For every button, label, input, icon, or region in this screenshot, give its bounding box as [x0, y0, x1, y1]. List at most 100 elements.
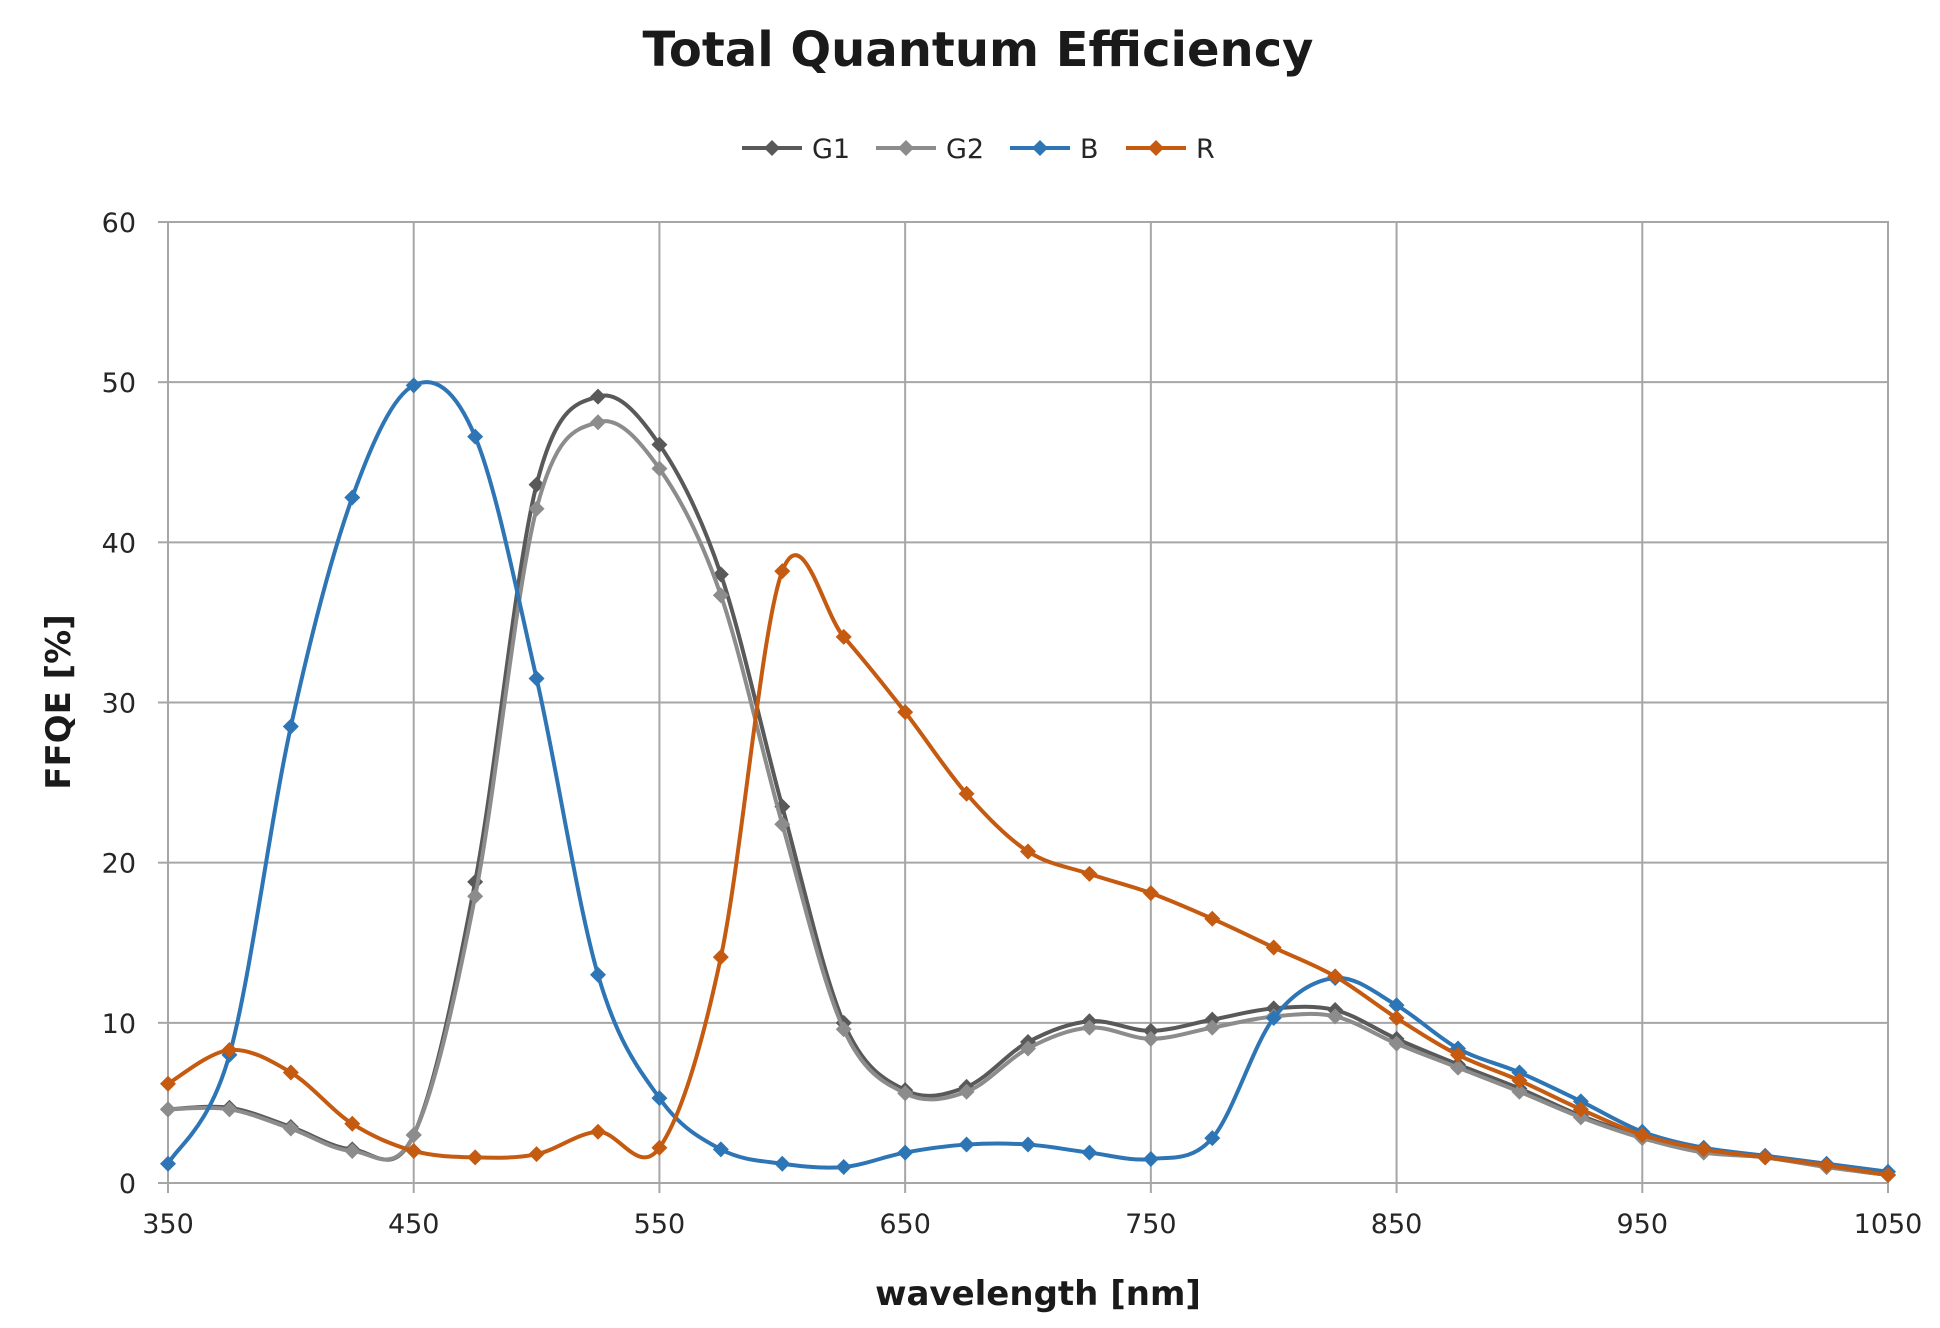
point-R-725 — [1081, 865, 1098, 882]
series-line-R — [166, 553, 1889, 1177]
point-G2-375 — [221, 1101, 238, 1118]
x-tick-label-450: 450 — [388, 1209, 440, 1240]
point-G2-700 — [1020, 1040, 1036, 1057]
series-lines — [160, 377, 1896, 1183]
point-R-750 — [1142, 885, 1159, 902]
point-G2-850 — [1388, 1035, 1405, 1052]
point-B-800 — [1265, 1010, 1282, 1027]
y-tick-label-30: 30 — [102, 689, 136, 720]
point-R-475 — [467, 1149, 484, 1166]
legend-label-G1: G1 — [812, 134, 850, 165]
point-G1-775 — [1204, 1011, 1221, 1028]
x-tick-label-650: 650 — [879, 1209, 931, 1240]
point-B-700 — [1020, 1136, 1036, 1153]
legend-label-R: R — [1196, 134, 1215, 165]
y-axis-title: FFQE [%] — [39, 614, 79, 790]
point-R-600 — [774, 563, 791, 580]
point-B-550 — [651, 1090, 668, 1107]
point-G2-450 — [405, 1126, 422, 1143]
x-tick-label-350: 350 — [142, 1209, 194, 1240]
series-line-G2 — [167, 419, 1889, 1177]
point-R-975 — [1695, 1141, 1712, 1158]
point-R-550 — [651, 1139, 668, 1156]
point-R-350 — [160, 1075, 176, 1092]
point-B-900 — [1511, 1064, 1528, 1081]
point-G2-575 — [712, 587, 729, 604]
point-B-525 — [590, 966, 606, 983]
point-R-525 — [590, 1123, 606, 1140]
point-R-775 — [1204, 910, 1221, 927]
point-R-425 — [344, 1115, 361, 1132]
point-B-675 — [958, 1136, 975, 1153]
point-G2-600 — [774, 816, 791, 833]
x-tick-label-750: 750 — [1125, 1209, 1177, 1240]
point-B-725 — [1081, 1144, 1098, 1161]
point-G2-525 — [590, 414, 606, 431]
y-tick-label-60: 60 — [102, 208, 136, 239]
x-axis-title: wavelength [nm] — [875, 1274, 1201, 1314]
x-tick-label-850: 850 — [1371, 1209, 1423, 1240]
series-R — [160, 553, 1896, 1183]
legend-item-G2: G2 — [876, 134, 984, 165]
point-G2-625 — [835, 1021, 852, 1038]
point-R-1000 — [1757, 1149, 1774, 1166]
point-G2-775 — [1204, 1019, 1221, 1036]
legend-label-G2: G2 — [946, 134, 984, 165]
point-R-825 — [1327, 968, 1344, 985]
point-G2-900 — [1511, 1083, 1528, 1100]
point-G2-550 — [651, 460, 668, 477]
point-G2-400 — [282, 1120, 299, 1137]
point-R-700 — [1020, 843, 1036, 860]
point-R-1025 — [1818, 1157, 1835, 1174]
point-B-850 — [1388, 997, 1405, 1014]
y-tick-label-20: 20 — [102, 849, 136, 880]
legend-marker-G1 — [764, 140, 780, 156]
point-R-925 — [1572, 1101, 1589, 1118]
point-R-800 — [1265, 939, 1282, 956]
point-G2-875 — [1450, 1059, 1466, 1076]
point-G2-350 — [160, 1101, 176, 1118]
point-B-575 — [712, 1141, 729, 1158]
point-R-950 — [1634, 1126, 1651, 1143]
series-B — [160, 377, 1896, 1180]
legend-item-G1: G1 — [742, 134, 850, 165]
point-R-675 — [958, 785, 975, 802]
point-R-400 — [282, 1064, 299, 1081]
point-G2-425 — [344, 1142, 361, 1159]
point-G2-500 — [528, 500, 545, 517]
point-B-650 — [897, 1144, 914, 1161]
tick-labels: 0 10 20 30 40 50 60 350 450 550 650 750 850 950 1050 — [102, 208, 1923, 1240]
point-R-575 — [712, 949, 729, 966]
y-tick-label-50: 50 — [102, 368, 136, 399]
point-R-850 — [1388, 1010, 1405, 1027]
point-G2-650 — [897, 1085, 914, 1102]
series-G1 — [160, 388, 1896, 1183]
point-G2-925 — [1572, 1109, 1589, 1126]
point-R-500 — [528, 1146, 545, 1163]
point-B-425 — [344, 489, 361, 506]
x-tick-label-1050: 1050 — [1854, 1209, 1923, 1240]
series-line-G1 — [167, 393, 1889, 1177]
point-R-1050 — [1880, 1166, 1896, 1183]
point-R-650 — [897, 704, 914, 721]
point-B-625 — [835, 1158, 852, 1175]
legend-marker-G2 — [898, 140, 914, 156]
point-R-450 — [405, 1142, 422, 1159]
point-B-925 — [1572, 1093, 1589, 1110]
legend-item-R: R — [1126, 134, 1215, 165]
point-G2-750 — [1142, 1030, 1159, 1047]
point-G2-825 — [1327, 1008, 1344, 1025]
point-B-600 — [774, 1155, 791, 1172]
legend-label-B: B — [1080, 134, 1099, 165]
point-G2-475 — [467, 888, 484, 905]
point-B-775 — [1204, 1130, 1221, 1147]
y-tick-label-10: 10 — [102, 1009, 136, 1040]
plot-frame — [167, 221, 1889, 1184]
series-G2 — [160, 414, 1896, 1183]
point-B-400 — [282, 718, 299, 735]
x-tick-label-950: 950 — [1617, 1209, 1669, 1240]
y-tick-label-0: 0 — [119, 1169, 136, 1200]
point-G1-750 — [1142, 1022, 1159, 1039]
point-B-475 — [467, 428, 484, 445]
